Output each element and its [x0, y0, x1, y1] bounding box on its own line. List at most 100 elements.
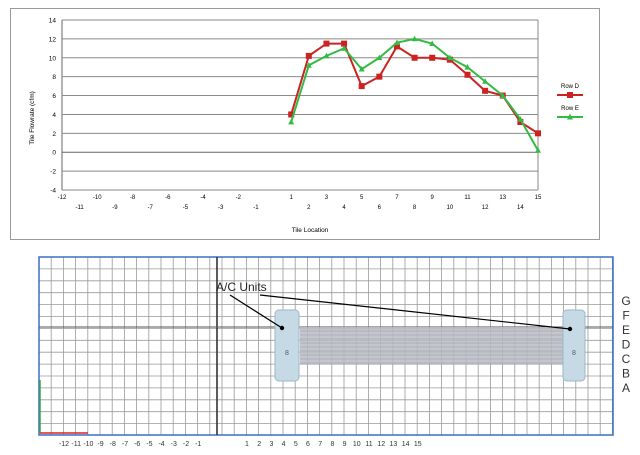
- ac-unit-left: [274, 309, 300, 382]
- series-point: [535, 147, 541, 153]
- floor-column-label: 10: [353, 441, 361, 448]
- chart-x-tick-label: 3: [325, 195, 329, 201]
- series-point: [517, 119, 524, 125]
- chart-y-tick-label: 4: [52, 112, 56, 119]
- chart-y-tick-label: 8: [52, 74, 56, 81]
- ac-unit-right: [562, 309, 586, 382]
- callout-arrow-right: [259, 294, 571, 330]
- chart-y-tick-label: 12: [49, 36, 57, 43]
- series-point: [393, 43, 400, 50]
- floor-column-label: 11: [365, 441, 372, 448]
- floor-column-label: -11: [71, 441, 81, 448]
- callout-arrow-left: [229, 294, 283, 329]
- floor-column-label: -5: [146, 441, 152, 448]
- chart-y-tick-label: 14: [49, 18, 57, 25]
- chart-x-tick-label: -9: [112, 205, 118, 211]
- series-point: [411, 54, 418, 61]
- series-point: [288, 111, 295, 118]
- series-point: [376, 54, 383, 61]
- floor-column-label: 5: [294, 441, 298, 448]
- chart-y-axis-label: Tile Flowrate (cfm): [29, 91, 36, 145]
- floor-column-label: -9: [97, 441, 103, 448]
- floor-column-label: -6: [134, 441, 140, 448]
- chart-x-tick-label: 2: [307, 205, 311, 211]
- series-point: [464, 64, 471, 70]
- floor-column-label: 4: [282, 441, 286, 448]
- floor-column-label: 13: [390, 441, 398, 448]
- series-point: [482, 87, 489, 94]
- floor-column-label: -4: [158, 441, 164, 448]
- ac-units-callout: A/C Units: [216, 280, 267, 294]
- floor-row-label: E: [622, 323, 630, 337]
- series-point: [411, 35, 418, 42]
- chart-x-axis-label: Tile Location: [292, 227, 329, 234]
- chart-border: [10, 8, 600, 240]
- floor-column-label: 7: [318, 441, 322, 448]
- series-point: [341, 45, 348, 51]
- chart-x-tick-label: -3: [218, 205, 224, 211]
- floor-column-label: 14: [402, 441, 410, 448]
- chart-x-tick-label: 9: [431, 195, 435, 201]
- floor-column-label: 15: [414, 441, 422, 448]
- floor-row-label: F: [622, 309, 629, 323]
- series-point: [376, 73, 383, 80]
- chart-x-tick-label: -4: [200, 195, 206, 201]
- series-point: [464, 71, 471, 78]
- series-point: [446, 54, 453, 61]
- ac-unit-right-label: 8: [572, 350, 576, 357]
- chart-x-tick-label: -6: [165, 195, 171, 201]
- chart-x-tick-label: -8: [130, 195, 136, 201]
- floor-column-label: 12: [377, 441, 385, 448]
- chart-y-tick-label: 2: [52, 131, 56, 138]
- chart-x-tick-label: 7: [395, 195, 399, 201]
- chart-x-tick-label: 4: [342, 205, 346, 211]
- floor-column-label: 3: [269, 441, 273, 448]
- floor-column-label: -1: [195, 441, 201, 448]
- chart-x-tick-labels: -12 -10 -8 -6 -4 -2 1 3 5 7 9 11 13 15-11 -9 -7 -5 -3 -1 2 4…: [58, 195, 542, 211]
- chart-legend: Row D Row E: [557, 84, 583, 120]
- chart-x-tick-label: 14: [517, 205, 524, 211]
- floor-column-label: -12: [59, 441, 69, 448]
- floor-column-label: 8: [330, 441, 334, 448]
- chart-x-tick-label: -10: [93, 195, 102, 201]
- chart-x-tick-label: 6: [378, 205, 382, 211]
- series-point: [358, 65, 365, 72]
- series-point: [323, 52, 330, 59]
- chart-y-tick-labels: 14 12 10 8 6 4 2 0 -2 -4: [49, 18, 57, 195]
- chart-x-tick-label: 10: [447, 205, 454, 211]
- floor-column-label: -10: [83, 441, 93, 448]
- series-point: [341, 40, 348, 47]
- floor-grid-border: [38, 256, 614, 436]
- floor-column-label: -8: [110, 441, 116, 448]
- series-point: [305, 62, 312, 68]
- chart-x-tick-label: 13: [499, 195, 506, 201]
- chart-x-tick-label: 8: [413, 205, 417, 211]
- floor-row-label: B: [622, 367, 630, 381]
- floor-column-label: 1: [245, 441, 249, 448]
- series-point: [535, 130, 541, 137]
- floor-column-labels: -12 -11 -10 -9 -8 -7 -6 -5 -4 -3 -2 -1 1 2 3 4 5 6 7 8 9 10 11…: [59, 441, 422, 448]
- flowrate-chart: 14 12 10 8 6 4 2 0 -2 -4 -12 -10 -8 -6 -4 -2 1 3 5 7 9 11 13 1…: [10, 8, 600, 240]
- series-point: [305, 52, 312, 59]
- callout-dot-left: [279, 325, 285, 331]
- chart-x-tick-label: -1: [253, 205, 259, 211]
- series-point: [499, 92, 506, 98]
- floor-row-label: D: [622, 338, 631, 352]
- floor-row-label: G: [621, 294, 630, 308]
- chart-x-tick-label: 12: [482, 205, 489, 211]
- floor-column-label: 6: [306, 441, 310, 448]
- series-point: [393, 39, 400, 46]
- floor-column-label: 2: [257, 441, 261, 448]
- floor-column-label: -3: [171, 441, 177, 448]
- series-point: [358, 83, 365, 90]
- chart-x-tick-label: -5: [183, 205, 189, 211]
- series-point: [482, 78, 489, 84]
- chart-series-group: [288, 35, 541, 153]
- floor-column-label: -2: [183, 441, 189, 448]
- chart-y-tick-label: 6: [52, 93, 56, 100]
- legend-marker: [567, 92, 573, 98]
- series-point: [323, 40, 330, 47]
